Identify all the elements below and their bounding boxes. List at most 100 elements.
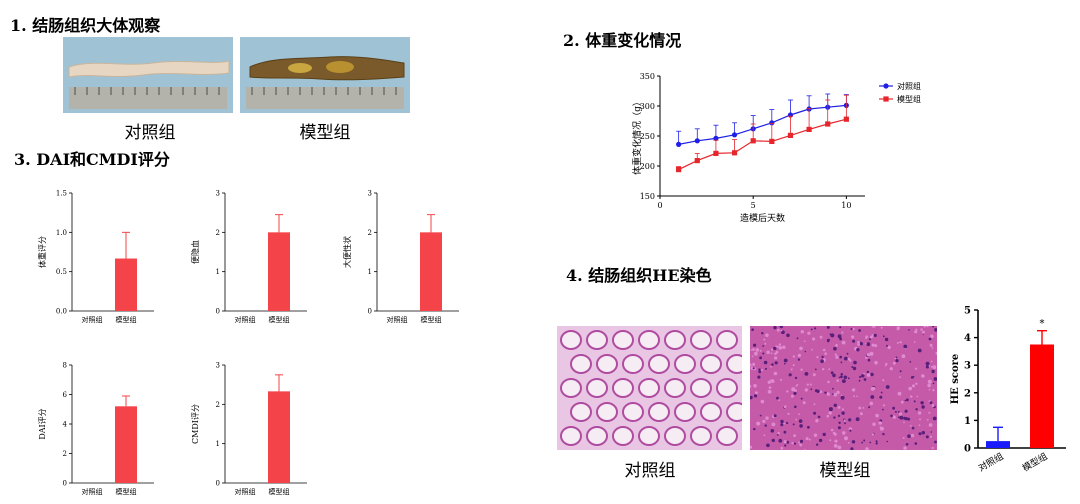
cell-dot [909,425,912,427]
cell-dot [927,379,932,384]
cell-dot [904,409,908,413]
cell-dot [776,328,780,332]
cell-dot [776,434,779,436]
cell-dot [851,388,856,392]
cell-dot [799,346,803,351]
cell-dot [915,382,918,385]
cell-dot [822,368,825,371]
section-title-dai: 3. DAI和CMDI评分 [14,150,170,169]
crypt-shape [570,402,592,422]
y-tick-label: 3 [216,190,220,198]
cell-dot [770,379,773,382]
crypt-shape [726,402,742,422]
cell-dot [914,330,918,334]
cell-dot [908,386,912,391]
cell-dot [884,337,889,342]
cell-dot [822,432,826,437]
cell-dot [770,365,772,368]
cell-dot [897,411,900,413]
cell-dot [873,333,877,337]
cell-dot [802,401,806,405]
cell-dot [843,419,846,422]
colon-model-photo [240,37,410,113]
cell-dot [771,348,774,351]
cell-dot [852,339,856,343]
cell-dot [898,416,900,418]
cell-dot [754,391,758,395]
x-tick-label: 10 [841,201,851,210]
cell-dot [865,335,868,338]
cell-dot [869,351,874,356]
cell-dot [883,404,886,407]
cell-dot [750,363,752,367]
x-tick-label: 对照组 [82,487,103,496]
cell-dot [869,338,871,341]
cell-dot [857,343,860,346]
cell-dot [813,411,817,415]
cell-dot [849,429,852,432]
data-point [713,150,719,156]
cell-dot [903,421,905,424]
cell-dot [759,414,762,417]
cell-dot [810,328,813,331]
significance-marker: * [1040,319,1045,330]
y-tick-label: 1.0 [56,229,67,237]
cell-dot [895,356,898,359]
cell-dot [811,348,813,351]
cell-dot [872,386,876,390]
cell-dot [917,411,922,415]
cell-dot [921,431,925,435]
cell-dot [793,434,796,437]
cell-dot [778,343,782,346]
cell-dot [771,422,776,427]
y-tick-label: 2 [63,450,67,458]
cell-dot [826,326,830,329]
cell-dot [911,426,915,430]
cell-dot [786,390,789,393]
crypt-shape [700,402,722,422]
data-point [787,132,794,138]
cell-dot [753,384,757,388]
cell-dot [840,395,845,400]
cell-dot [890,414,893,418]
cell-dot [751,355,754,358]
crypt-shape [716,378,738,398]
cell-dot [783,440,787,444]
crypt-shape [674,354,696,374]
cell-dot [878,421,882,425]
cell-dot [899,341,902,344]
y-tick-label: 350 [640,72,655,81]
data-point [806,126,812,132]
cell-dot [839,337,842,341]
cell-dot [804,372,809,376]
cell-dot [885,362,888,366]
x-tick-label: 模型组 [269,487,290,496]
cell-dot [925,365,929,369]
cell-dot [780,419,784,424]
cell-dot [844,422,846,425]
cell-dot [910,433,915,438]
cell-dot [786,440,790,444]
cell-dot [918,424,921,427]
cell-dot [847,357,851,361]
cell-dot [930,334,934,339]
cell-dot [897,391,902,396]
cell-dot [776,345,779,348]
cell-dot [797,353,802,358]
cell-dot [786,421,789,425]
he-model-photo [750,326,937,450]
y-axis-label: 体重变化情况（g） [631,97,643,175]
cell-dot [808,438,811,441]
series-line [678,118,847,171]
cell-dot [929,401,933,404]
cell-dot [763,338,766,341]
cell-dot [838,421,841,424]
cell-dot [921,374,925,378]
cell-dot [837,334,842,339]
cell-dot [904,417,908,421]
cell-dot [782,345,786,349]
cell-dot [857,340,860,344]
cell-dot [923,326,926,328]
